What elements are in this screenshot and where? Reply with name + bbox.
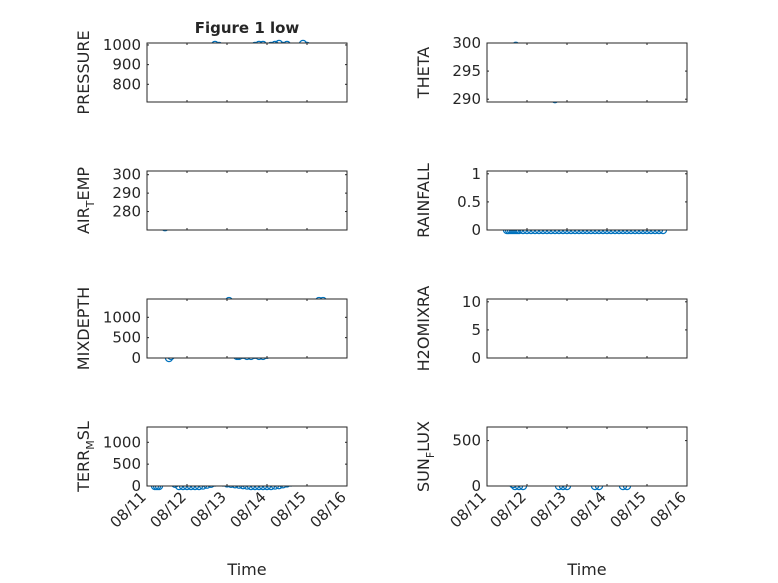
y-axis-label-part: MIXDEPTH xyxy=(74,287,93,370)
panel-rainfall: 0 0.5 1 RAINFALL xyxy=(414,163,688,239)
y-tick-label: 500 xyxy=(112,329,141,347)
axes-box xyxy=(146,298,348,359)
y-tick-label: 1000 xyxy=(103,36,141,54)
x-tick-label: 08/11 xyxy=(447,488,490,531)
y-axis-label: THETA xyxy=(414,47,433,99)
x-tick-label: 08/13 xyxy=(527,488,570,531)
y-axis-label-part: LUX xyxy=(414,421,433,452)
x-tick-label: 08/12 xyxy=(147,488,190,531)
x-tick-label: 08/15 xyxy=(607,488,650,531)
axes-box xyxy=(486,298,688,359)
x-tick-label: 08/13 xyxy=(187,488,230,531)
chart-title: Figure 1 low xyxy=(195,19,300,37)
y-tick-label: 300 xyxy=(452,34,481,52)
y-tick-label: 0 xyxy=(131,349,141,367)
axes-box xyxy=(486,426,688,487)
x-tick-label: 08/16 xyxy=(307,488,350,531)
y-axis-label: RAINFALL xyxy=(414,163,433,238)
panel-h2omixra: 0 5 10 H2OMIXRA xyxy=(414,286,688,372)
panel-mixdepth: 0 500 1000 MIXDEPTH xyxy=(74,287,348,370)
y-axis-label-subscript: F xyxy=(424,452,437,458)
x-tick-label: 08/16 xyxy=(647,488,690,531)
y-tick-label: 300 xyxy=(112,166,141,184)
y-axis-label: AIRTEMP xyxy=(74,167,97,234)
x-axis-label: Time xyxy=(226,560,266,579)
y-axis-label-part: TERR xyxy=(74,450,93,493)
y-tick-label: 295 xyxy=(452,62,481,80)
axes-box xyxy=(486,170,688,231)
axes-box xyxy=(146,170,348,231)
y-axis-label-part: THETA xyxy=(414,47,433,99)
y-tick-label: 500 xyxy=(112,455,141,473)
panel-theta: 290 295 300 THETA xyxy=(414,34,688,108)
y-tick-label: 0 xyxy=(131,477,141,495)
x-tick-label: 08/12 xyxy=(487,488,530,531)
y-tick-label: 10 xyxy=(462,293,481,311)
x-tick-label: 08/15 xyxy=(267,488,310,531)
y-axis-label-subscript: M xyxy=(84,440,97,450)
y-tick-label: 1000 xyxy=(103,433,141,451)
x-tick-label: 08/14 xyxy=(227,488,270,531)
y-axis-label-part: SUN xyxy=(414,458,433,492)
y-tick-label: 0 xyxy=(471,349,481,367)
y-axis-label: MIXDEPTH xyxy=(74,287,93,370)
y-tick-label: 290 xyxy=(112,184,141,202)
y-axis-label-part: EMP xyxy=(74,167,93,201)
y-axis-label-part: PRESSURE xyxy=(74,30,93,114)
x-axis-label: Time xyxy=(566,560,606,579)
y-axis-label: TERRMSL xyxy=(74,421,97,493)
y-axis-label: SUNFLUX xyxy=(414,421,437,492)
y-tick-label: 5 xyxy=(471,321,481,339)
y-tick-label: 500 xyxy=(452,432,481,450)
y-tick-label: 800 xyxy=(112,75,141,93)
y-tick-label: 0 xyxy=(471,221,481,239)
y-axis-label-part: AIR xyxy=(74,207,93,234)
y-axis-label-subscript: T xyxy=(84,200,97,208)
axes-box xyxy=(146,42,348,103)
y-tick-label: 900 xyxy=(112,56,141,74)
y-tick-label: 0 xyxy=(471,477,481,495)
axes-box xyxy=(146,426,348,487)
y-axis-label-part: RAINFALL xyxy=(414,163,433,238)
axes-box xyxy=(486,42,688,103)
y-axis-label-part: SL xyxy=(74,421,93,440)
x-tick-label: 08/11 xyxy=(107,488,150,531)
y-tick-label: 1000 xyxy=(103,308,141,326)
y-tick-label: 290 xyxy=(452,90,481,108)
y-tick-label: 280 xyxy=(112,203,141,221)
y-tick-label: 0.5 xyxy=(457,193,481,211)
y-tick-label: 1 xyxy=(471,165,481,183)
x-tick-label: 08/14 xyxy=(567,488,610,531)
y-axis-label: H2OMIXRA xyxy=(414,286,433,372)
y-axis-label-part: H2OMIXRA xyxy=(414,286,433,372)
y-axis-label: PRESSURE xyxy=(74,30,93,114)
